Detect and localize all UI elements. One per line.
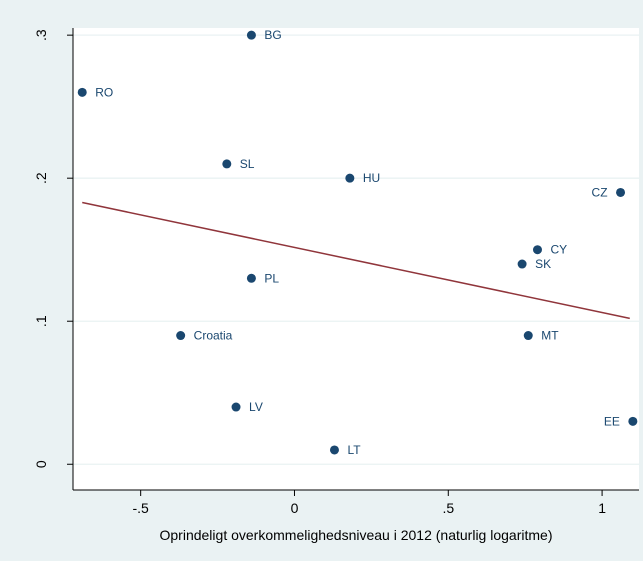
y-tick-label: .1 xyxy=(33,315,49,327)
data-point xyxy=(345,173,355,183)
point-label: CZ xyxy=(592,185,608,199)
y-tick-label: .3 xyxy=(33,29,49,41)
data-point xyxy=(329,445,339,455)
data-point xyxy=(77,87,87,97)
point-label: LT xyxy=(347,443,361,457)
x-tick-label: .5 xyxy=(442,500,454,516)
fit-line-group xyxy=(82,201,630,320)
x-axis-ticks: -.5 0 .5 1 xyxy=(133,490,606,516)
point-label: SL xyxy=(240,157,255,171)
point-label: CY xyxy=(550,243,567,257)
x-axis-title: Oprindeligt overkommelighedsniveau i 201… xyxy=(160,527,553,543)
fit-line xyxy=(82,201,630,320)
x-tick-label: 0 xyxy=(291,500,299,516)
point-label: EE xyxy=(604,414,620,428)
data-point xyxy=(523,331,533,341)
data-point xyxy=(517,259,527,269)
data-point xyxy=(616,187,626,197)
data-point xyxy=(246,30,256,40)
y-axis-ticks: 0 .1 .2 .3 xyxy=(33,29,73,468)
x-tick-label: 1 xyxy=(598,500,606,516)
gridlines xyxy=(73,34,639,465)
data-point xyxy=(231,402,241,412)
data-point xyxy=(176,331,186,341)
data-point xyxy=(628,416,638,426)
x-tick-label: -.5 xyxy=(133,500,150,516)
data-point xyxy=(532,245,542,255)
point-label: Croatia xyxy=(194,329,233,343)
point-label: LV xyxy=(249,400,263,414)
data-point xyxy=(246,273,256,283)
point-label: RO xyxy=(95,85,113,99)
point-label: PL xyxy=(264,271,279,285)
y-tick-label: .2 xyxy=(33,172,49,184)
point-label: HU xyxy=(363,171,380,185)
y-tick-label: 0 xyxy=(33,460,49,468)
plot-area xyxy=(73,28,639,490)
point-label: SK xyxy=(535,257,551,271)
point-label: BG xyxy=(264,28,281,42)
data-point xyxy=(222,159,232,169)
point-label: MT xyxy=(541,329,559,343)
